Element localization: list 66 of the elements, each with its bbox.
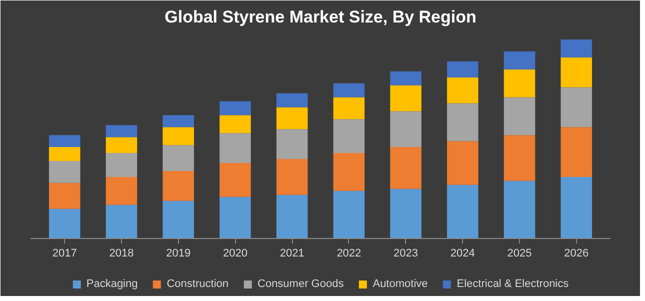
bar: [276, 194, 308, 239]
bar: [447, 77, 478, 104]
bar: [276, 129, 308, 160]
x-tick-label: 2021: [280, 248, 304, 260]
bar: [276, 159, 308, 195]
legend-label: Automotive: [372, 278, 428, 290]
bar: [447, 184, 478, 239]
bar: [162, 145, 194, 171]
bar: [48, 161, 80, 183]
x-tick-label: 2017: [52, 248, 77, 260]
x-tick-label: 2023: [394, 248, 418, 260]
bar: [504, 69, 536, 98]
x-tick-label: 2026: [564, 248, 589, 260]
legend-label: Consumer Goods: [258, 278, 344, 290]
bar: [560, 127, 592, 177]
bar: [560, 176, 592, 239]
bar: [390, 188, 422, 239]
bar: [220, 133, 251, 163]
bar: [276, 107, 308, 130]
bar: [447, 61, 478, 78]
legend-label: Construction: [166, 278, 229, 290]
bar: [106, 204, 138, 239]
bar: [48, 135, 80, 148]
bar: [333, 83, 365, 98]
bar: [560, 87, 592, 128]
x-tick-label: 2019: [166, 248, 191, 260]
bar: [504, 51, 536, 70]
bar: [447, 103, 478, 142]
x-tick-label: 2025: [507, 248, 532, 260]
bar: [48, 208, 80, 239]
bar: [390, 147, 422, 189]
bar: [162, 127, 194, 146]
x-tick-label: 2018: [109, 248, 134, 260]
legend-label: Electrical & Electronics: [456, 278, 569, 290]
bar: [220, 162, 251, 197]
bar: [390, 71, 422, 86]
chart-title: Global Styrene Market Size, By Region: [164, 8, 476, 26]
bar: [106, 176, 138, 205]
bar: [390, 85, 422, 112]
bar: [447, 141, 478, 185]
x-tick-label: 2024: [450, 248, 475, 260]
x-tick-label: 2022: [336, 248, 362, 260]
bar: [106, 137, 138, 154]
x-tick-label: 2020: [222, 248, 248, 260]
bar: [220, 115, 251, 134]
bar: [106, 125, 138, 138]
bar: [333, 119, 365, 154]
bar: [504, 97, 536, 136]
bar: [162, 200, 194, 239]
bar: [333, 153, 365, 191]
bar: [162, 170, 194, 201]
bar: [560, 39, 592, 58]
bar: [220, 101, 251, 116]
bar: [106, 153, 138, 177]
bar: [504, 135, 536, 181]
bar: [333, 190, 365, 239]
bar: [162, 115, 194, 128]
bar: [504, 180, 536, 239]
bar: [276, 93, 308, 108]
bar: [48, 147, 80, 162]
bar: [390, 111, 422, 148]
bar: [333, 97, 365, 120]
bar: [48, 182, 80, 209]
bar: [560, 57, 592, 88]
bar: [220, 196, 251, 239]
legend-label: Packaging: [86, 278, 138, 290]
